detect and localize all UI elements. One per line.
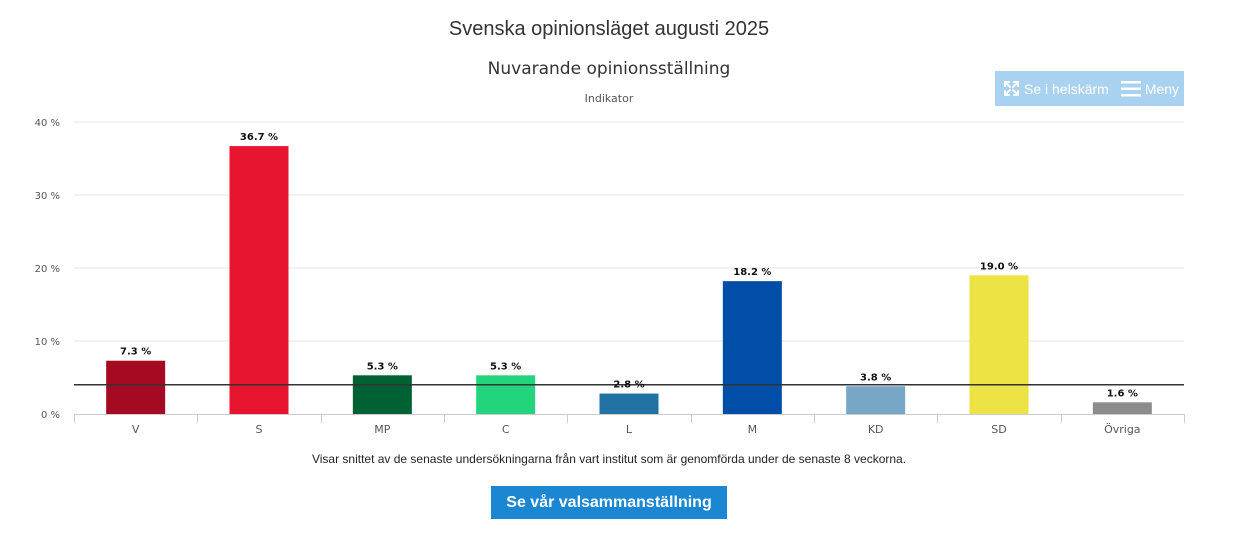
menu-button[interactable]: Meny bbox=[1120, 80, 1180, 97]
data-label: 7.3 % bbox=[120, 347, 151, 358]
expand-arrows-icon bbox=[1004, 81, 1019, 96]
bar-sd bbox=[969, 275, 1029, 414]
data-label: 19.0 % bbox=[980, 261, 1018, 272]
y-tick-label: 40 % bbox=[35, 118, 60, 129]
x-tick-label: Övriga bbox=[1104, 423, 1140, 436]
x-tick-label: KD bbox=[868, 423, 884, 436]
footnote: Visar snittet av de senaste undersökning… bbox=[311, 452, 907, 466]
data-label: 2.8 % bbox=[613, 380, 644, 391]
fullscreen-label: Se i helskärm bbox=[1024, 80, 1109, 97]
x-tick-label: C bbox=[502, 423, 510, 436]
bar-m bbox=[722, 281, 782, 414]
data-label: 1.6 % bbox=[1107, 388, 1138, 399]
page-title: Svenska opinionsläget augusti 2025 bbox=[448, 18, 770, 40]
bar-c bbox=[476, 375, 536, 414]
bar-l bbox=[599, 393, 659, 414]
y-tick-label: 0 % bbox=[41, 410, 60, 421]
x-tick-label: MP bbox=[374, 423, 390, 436]
bar-övriga bbox=[1092, 402, 1152, 414]
x-tick-label: L bbox=[626, 423, 633, 436]
x-tick-label: SD bbox=[991, 423, 1006, 436]
data-label: 18.2 % bbox=[733, 267, 771, 278]
data-label: 36.7 % bbox=[240, 132, 278, 143]
x-tick-label: V bbox=[132, 423, 140, 436]
data-label: 5.3 % bbox=[490, 361, 521, 372]
menu-label: Meny bbox=[1144, 80, 1180, 97]
y-tick-label: 30 % bbox=[35, 191, 60, 202]
x-tick-label: M bbox=[748, 423, 758, 436]
bar-chart: 0 % 10 % 20 % 30 % 40 % 7.3 % V 36.7 % S 5.3 % MP 5… bbox=[35, 118, 1185, 436]
bar-v bbox=[106, 360, 166, 414]
bar-mp bbox=[352, 375, 412, 414]
hamburger-icon bbox=[1120, 81, 1141, 97]
valsammanstallning-button[interactable]: Se vår valsammanställning bbox=[491, 486, 727, 519]
y-tick-label: 10 % bbox=[35, 337, 60, 348]
chart-subtitle: Indikator bbox=[584, 92, 634, 105]
bar-kd bbox=[846, 386, 906, 414]
x-tick-label: S bbox=[256, 423, 263, 436]
fullscreen-button[interactable]: Se i helskärm bbox=[1003, 80, 1109, 97]
data-label: 5.3 % bbox=[367, 361, 398, 372]
y-tick-label: 20 % bbox=[35, 264, 60, 275]
bar-s bbox=[229, 146, 289, 414]
chart-toolbar: Se i helskärm Meny bbox=[995, 71, 1184, 106]
data-label: 3.8 % bbox=[860, 372, 891, 383]
chart-title: Nuvarande opinionsställning bbox=[487, 59, 731, 79]
